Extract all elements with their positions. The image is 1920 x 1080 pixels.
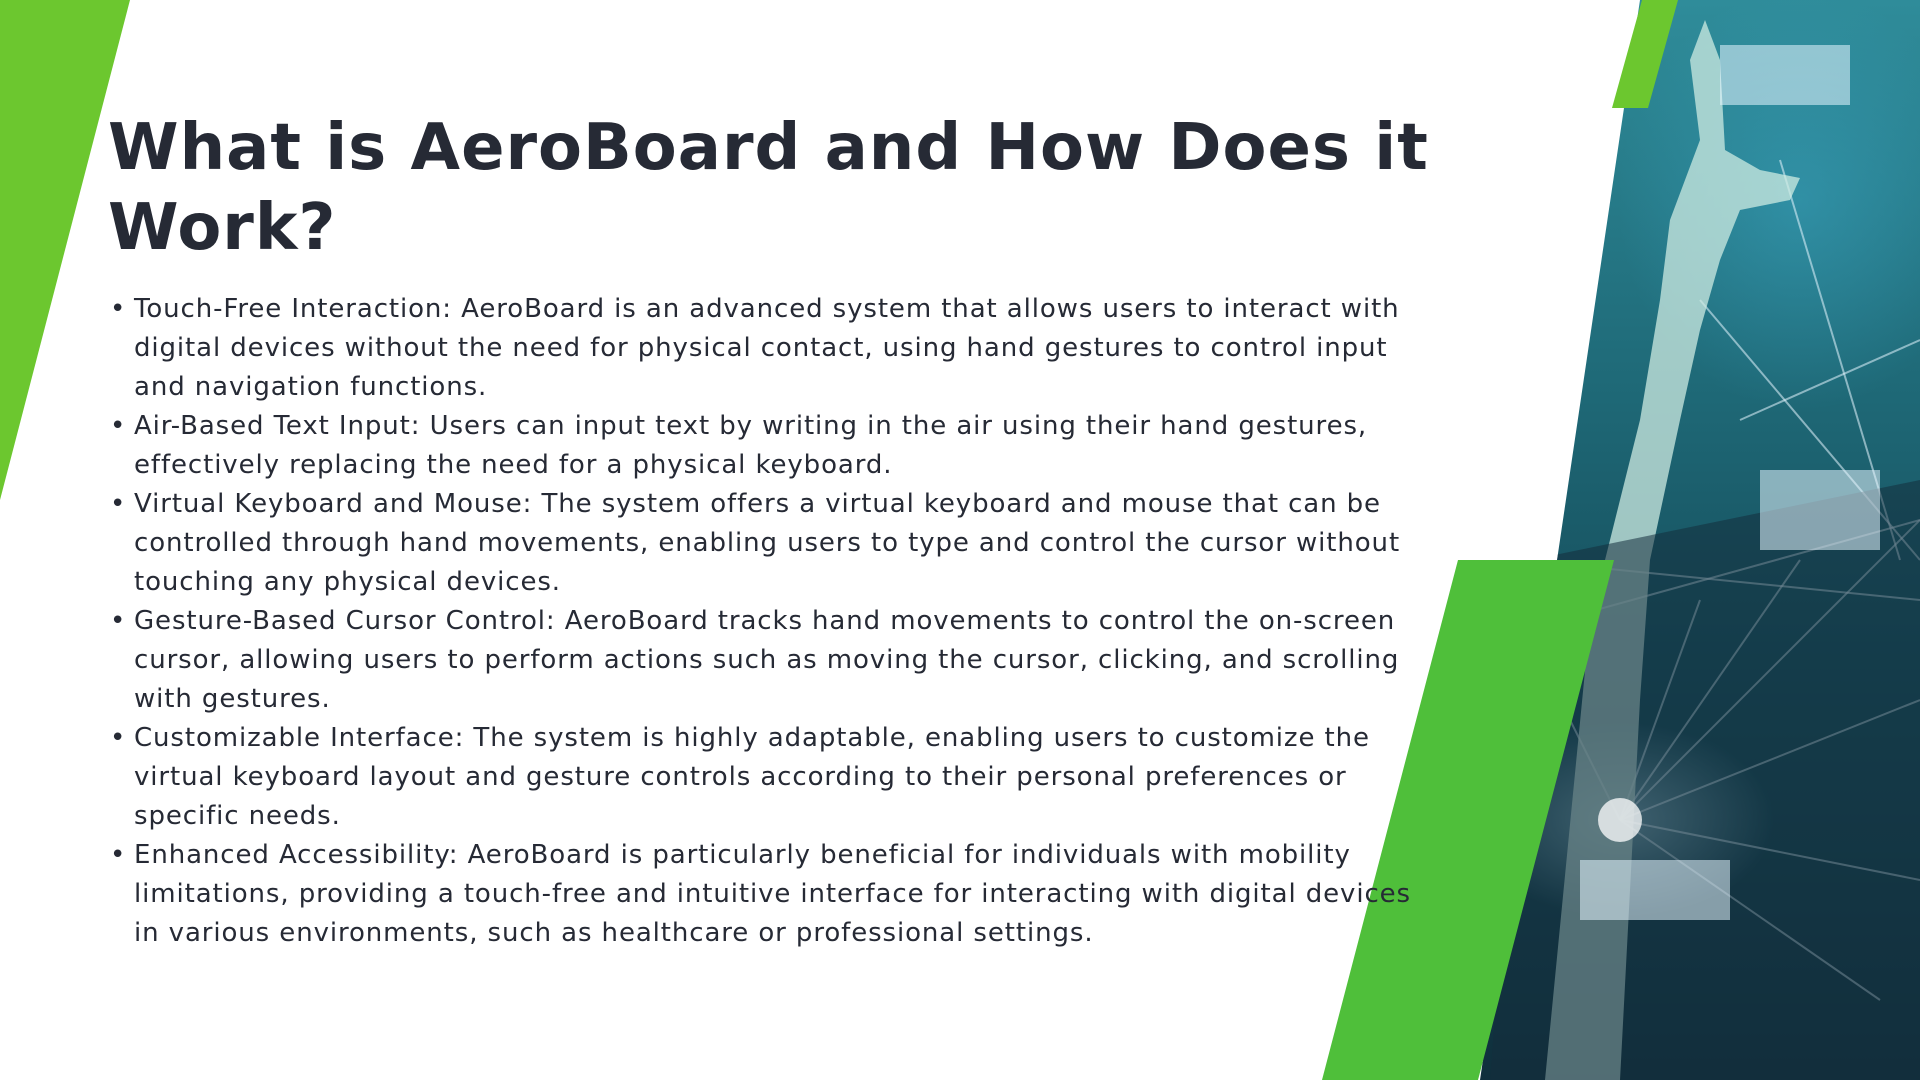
slide-title: What is AeroBoard and How Does it Work?: [108, 111, 1429, 265]
bullet-item: • Gesture-Based Cursor Control: AeroBoar…: [110, 602, 1424, 719]
bullet-item: • Customizable Interface: The system is …: [110, 719, 1424, 836]
bullet-item: • Touch-Free Interaction: AeroBoard is a…: [110, 290, 1424, 407]
bullet-dot: •: [110, 489, 127, 519]
bullet-item: • Enhanced Accessibility: AeroBoard is p…: [110, 836, 1424, 953]
bullet-dot: •: [110, 411, 127, 441]
bullet-list: • Touch-Free Interaction: AeroBoard is a…: [108, 290, 1424, 953]
bullet-text: Enhanced Accessibility: AeroBoard is par…: [134, 840, 1411, 948]
bullet-dot: •: [110, 840, 127, 870]
bullet-dot: •: [110, 294, 127, 324]
bullet-item: • Air-Based Text Input: Users can input …: [110, 407, 1424, 485]
bullet-text: Customizable Interface: The system is hi…: [134, 723, 1370, 831]
bullet-text: Virtual Keyboard and Mouse: The system o…: [134, 489, 1401, 597]
bullet-item: • Virtual Keyboard and Mouse: The system…: [110, 485, 1424, 602]
bullet-text: Gesture-Based Cursor Control: AeroBoard …: [134, 606, 1400, 714]
bullet-text: Touch-Free Interaction: AeroBoard is an …: [134, 294, 1400, 402]
bullet-dot: •: [110, 723, 127, 753]
bullet-text: Air-Based Text Input: Users can input te…: [134, 411, 1368, 480]
bullet-dot: •: [110, 606, 127, 636]
